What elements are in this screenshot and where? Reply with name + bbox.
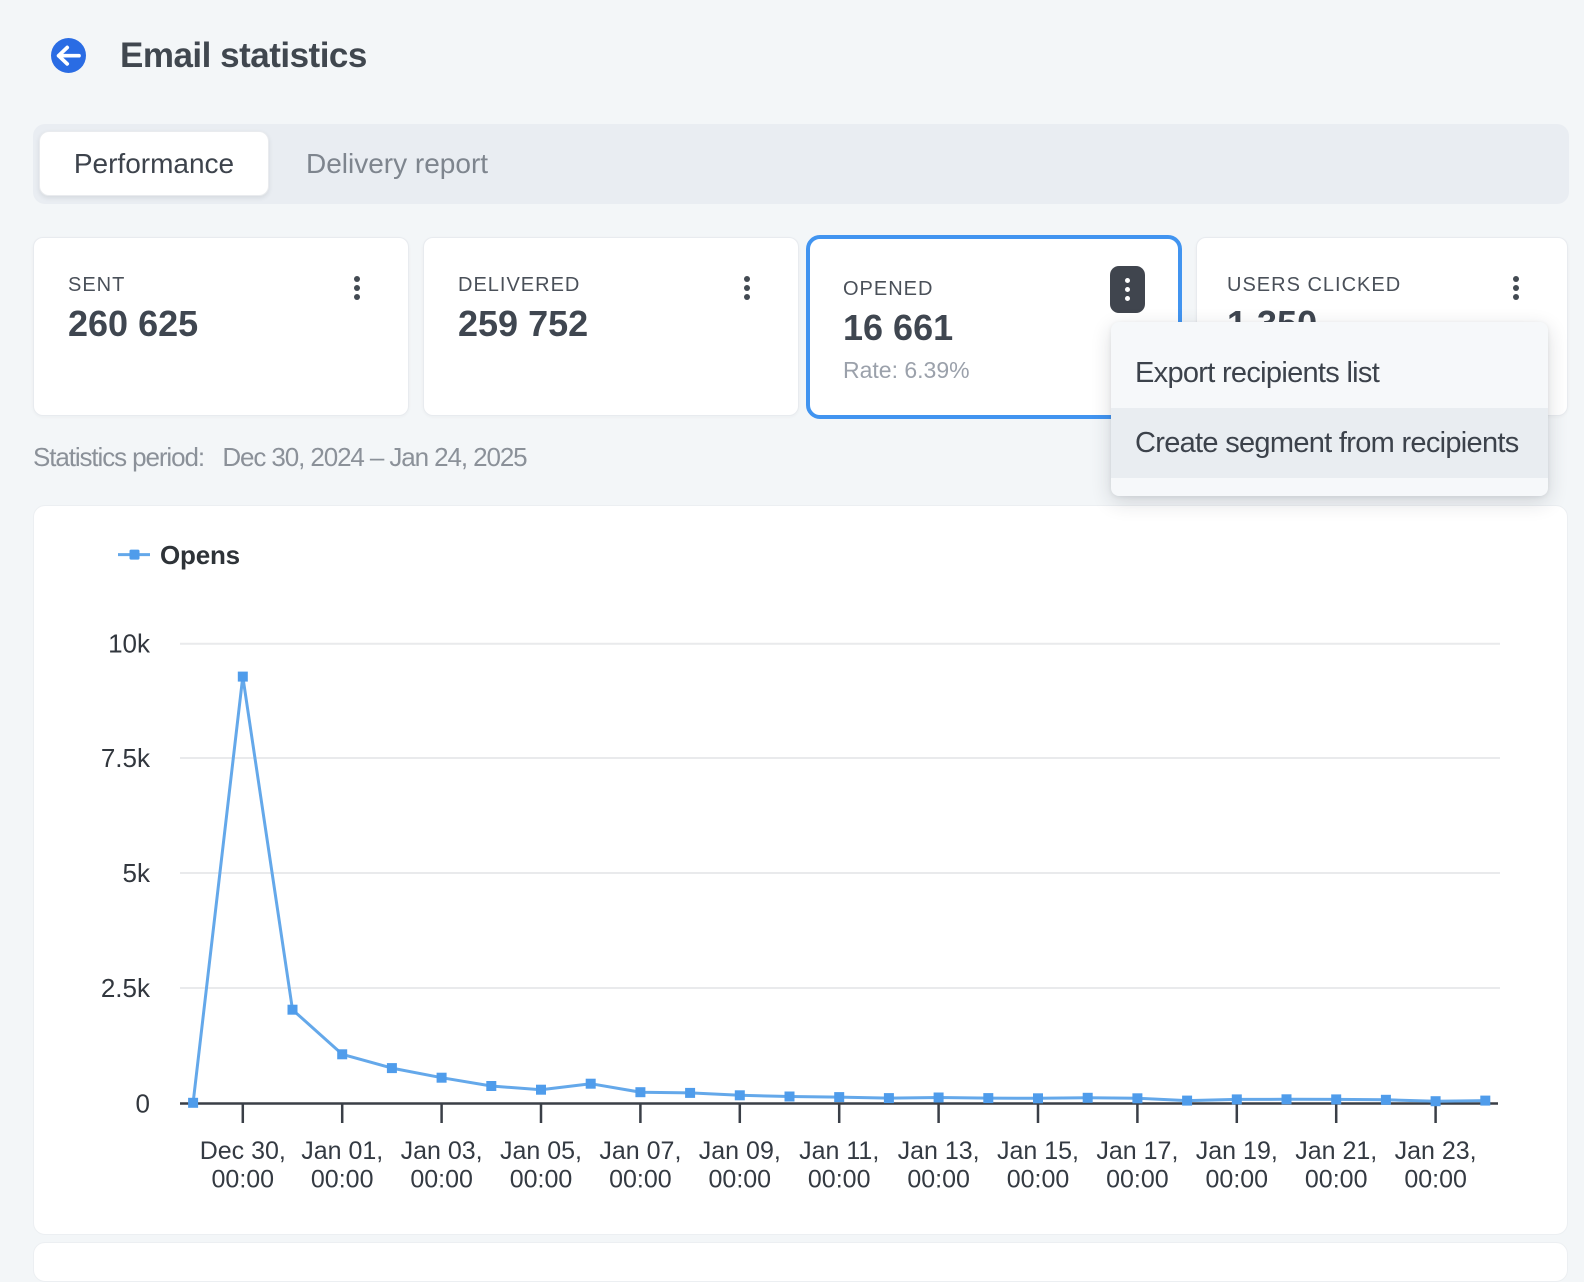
svg-text:Opens: Opens: [160, 540, 240, 570]
svg-text:0: 0: [136, 1089, 150, 1119]
svg-text:00:00: 00:00: [1404, 1166, 1467, 1194]
svg-text:00:00: 00:00: [609, 1166, 672, 1194]
svg-text:Dec 30,: Dec 30,: [200, 1137, 286, 1165]
svg-text:00:00: 00:00: [212, 1166, 275, 1194]
svg-text:5k: 5k: [123, 858, 151, 888]
svg-text:Jan 09,: Jan 09,: [699, 1137, 781, 1165]
svg-text:Jan 17,: Jan 17,: [1096, 1137, 1178, 1165]
svg-text:7.5k: 7.5k: [101, 743, 151, 773]
svg-text:10k: 10k: [108, 629, 151, 659]
svg-text:Jan 23,: Jan 23,: [1395, 1137, 1477, 1165]
svg-text:00:00: 00:00: [1106, 1166, 1169, 1194]
svg-text:00:00: 00:00: [808, 1166, 871, 1194]
svg-text:Jan 13,: Jan 13,: [898, 1137, 980, 1165]
svg-text:Jan 05,: Jan 05,: [500, 1137, 582, 1165]
svg-text:Jan 15,: Jan 15,: [997, 1137, 1079, 1165]
svg-text:00:00: 00:00: [510, 1166, 573, 1194]
svg-text:Jan 19,: Jan 19,: [1196, 1137, 1278, 1165]
svg-text:00:00: 00:00: [907, 1166, 970, 1194]
svg-text:Jan 01,: Jan 01,: [301, 1137, 383, 1165]
svg-text:00:00: 00:00: [311, 1166, 374, 1194]
svg-text:2.5k: 2.5k: [101, 973, 151, 1003]
svg-text:00:00: 00:00: [1007, 1166, 1070, 1194]
svg-text:Jan 21,: Jan 21,: [1295, 1137, 1377, 1165]
svg-text:00:00: 00:00: [410, 1166, 473, 1194]
svg-text:Jan 11,: Jan 11,: [799, 1137, 879, 1165]
svg-text:00:00: 00:00: [1206, 1166, 1269, 1194]
svg-text:00:00: 00:00: [709, 1166, 772, 1194]
svg-text:Jan 03,: Jan 03,: [401, 1137, 483, 1165]
svg-text:00:00: 00:00: [1305, 1166, 1368, 1194]
svg-text:Jan 07,: Jan 07,: [599, 1137, 681, 1165]
